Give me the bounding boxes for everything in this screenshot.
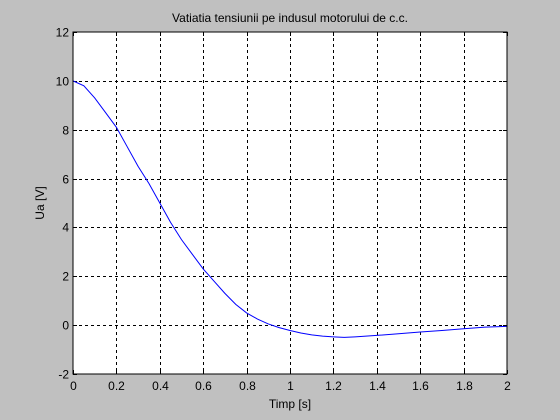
y-tick-label: 0 [62, 319, 69, 333]
y-tick-label: 6 [62, 173, 69, 187]
y-tick-label: -2 [58, 368, 69, 382]
x-tick-label: 1 [287, 379, 294, 393]
series-line [72, 80, 508, 338]
axes-border [72, 31, 508, 375]
ticks [73, 32, 508, 375]
x-tick-label: 1.2 [325, 379, 342, 393]
x-tick-label: 0.8 [239, 379, 256, 393]
x-axis-label: Timp [s] [269, 397, 311, 411]
y-axis-label: Ua [V] [33, 186, 47, 219]
x-tick-label: 0.6 [195, 379, 212, 393]
y-tick-label: 4 [62, 221, 69, 235]
x-tick-label: 0.2 [108, 379, 125, 393]
x-tick-label: 2 [504, 379, 511, 393]
grid [73, 32, 507, 374]
y-tick-labels: -2 0 2 4 6 8 10 12 [56, 26, 70, 382]
x-tick-label: 0.4 [152, 379, 169, 393]
x-tick-labels: 0 0.2 0.4 0.6 0.8 1 1.2 1.4 1.6 1.8 2 [70, 379, 511, 393]
x-tick-label: 1.6 [412, 379, 429, 393]
y-tick-label: 2 [62, 270, 69, 284]
y-tick-label: 12 [56, 26, 70, 40]
chart-title: Vatiatia tensiunii pe indusul motorului … [172, 11, 408, 25]
y-tick-label: 8 [62, 124, 69, 138]
x-tick-label: 0 [70, 379, 77, 393]
y-tick-label: 10 [56, 75, 70, 89]
x-tick-label: 1.8 [456, 379, 473, 393]
x-tick-label: 1.4 [369, 379, 386, 393]
